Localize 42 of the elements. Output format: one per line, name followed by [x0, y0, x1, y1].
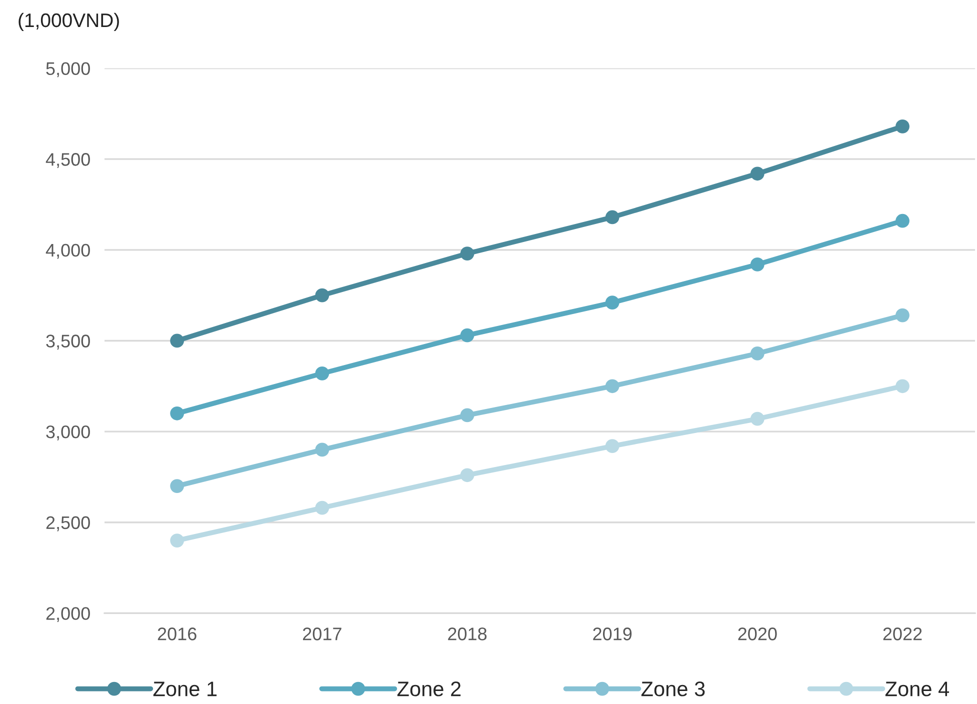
y-tick-label: 2,000: [46, 607, 90, 622]
point: [896, 379, 910, 394]
x-tick-label: 2022: [883, 628, 922, 640]
point: [605, 379, 620, 394]
legend-label: Zone 4: [885, 682, 950, 696]
point: [170, 334, 184, 348]
x-tick-label: 2019: [593, 628, 632, 640]
point: [460, 468, 474, 482]
y-tick-label: 3,500: [46, 334, 90, 350]
x-tick-label: 2016: [158, 628, 196, 640]
y-tick-label: 2,500: [46, 516, 90, 532]
y-axis-title: (1,000VND): [18, 12, 119, 32]
y-tick-label: 3,000: [46, 425, 90, 440]
legend-label: Zone 3: [641, 682, 705, 696]
point: [460, 408, 474, 422]
point: [315, 500, 330, 515]
point: [170, 534, 184, 548]
y-tick-label: 4,000: [46, 244, 90, 259]
legend-label: Zone 2: [397, 682, 461, 696]
point: [170, 406, 184, 420]
point: [315, 442, 330, 457]
point: [460, 328, 474, 342]
point: [896, 214, 910, 228]
x-tick-label: 2017: [302, 628, 342, 640]
point: [170, 479, 184, 493]
point: [896, 308, 910, 322]
point: [896, 119, 910, 134]
point: [605, 439, 620, 454]
point: [750, 346, 764, 360]
point: [315, 288, 330, 302]
y-tick-label: 5,000: [46, 62, 90, 78]
point: [750, 258, 764, 272]
x-tick-label: 2018: [448, 628, 487, 640]
x-tick-label: 2020: [738, 628, 777, 640]
y-tick-label: 4,500: [46, 153, 90, 168]
point: [460, 246, 474, 260]
point: [750, 166, 764, 181]
point: [605, 210, 620, 224]
point: [605, 296, 620, 310]
point: [315, 366, 330, 380]
legend-label: Zone 1: [153, 682, 217, 696]
point: [750, 412, 764, 426]
